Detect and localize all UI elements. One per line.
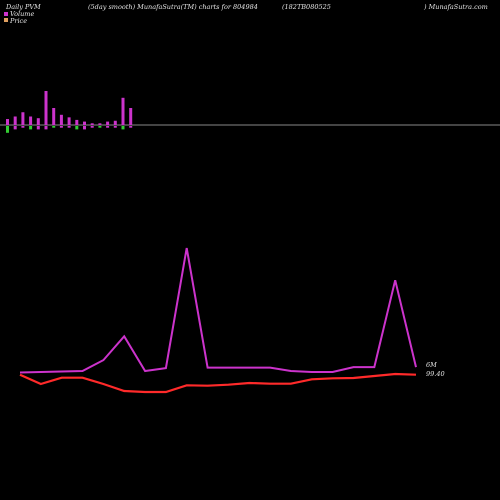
chart-title-symbol: (182TB080525 bbox=[282, 3, 331, 11]
volume-bar-up bbox=[6, 119, 9, 125]
volume-bar-up bbox=[106, 121, 110, 125]
volume-bar-up bbox=[52, 108, 56, 125]
volume-bar-down bbox=[67, 126, 71, 128]
legend: Volume Price bbox=[4, 10, 34, 25]
volume-bar-up bbox=[67, 117, 71, 125]
volume-bar-down bbox=[75, 126, 79, 130]
series-lines bbox=[19, 247, 417, 394]
chart-title-right: ) MunafaSutra.com bbox=[423, 3, 488, 11]
volume-bar-down bbox=[36, 126, 40, 130]
volume-bar-up bbox=[98, 123, 102, 125]
volume-bar-down bbox=[59, 126, 63, 128]
volume-bar-up bbox=[21, 112, 25, 125]
volume-bar-down bbox=[106, 126, 110, 128]
volume-bar-up bbox=[121, 97, 125, 125]
price-series-line bbox=[19, 372, 417, 394]
volume-bar-up bbox=[44, 91, 48, 125]
volume-end-label: 6M bbox=[426, 361, 437, 369]
volume-bar-down bbox=[52, 126, 56, 128]
volume-series-line bbox=[19, 247, 417, 374]
volume-bar-down bbox=[121, 126, 125, 130]
volume-bar-up bbox=[13, 116, 17, 125]
legend-label-volume: Volume bbox=[10, 10, 34, 18]
volume-bar-up bbox=[29, 116, 33, 125]
volume-bar-up bbox=[90, 123, 94, 125]
legend-swatch-volume bbox=[4, 12, 8, 16]
volume-bar-down bbox=[113, 126, 117, 128]
volume-bar-up bbox=[129, 108, 133, 125]
volume-bar-down bbox=[90, 126, 94, 128]
volume-bar-down bbox=[129, 126, 133, 128]
volume-bar-down bbox=[6, 126, 9, 133]
volume-bar-down bbox=[83, 126, 86, 130]
chart-title-left: Daily PVM bbox=[5, 3, 41, 11]
volume-bars bbox=[6, 91, 133, 133]
legend-label-price: Price bbox=[9, 17, 27, 25]
legend-swatch-price bbox=[4, 18, 8, 22]
chart-title-center: (5day smooth) MunafaSutra(TM) charts for… bbox=[88, 3, 258, 11]
volume-bar-down bbox=[13, 126, 17, 130]
volume-bar-down bbox=[98, 126, 102, 128]
volume-bar-up bbox=[36, 118, 40, 125]
volume-bar-down bbox=[21, 126, 25, 128]
price-end-label: 99.40 bbox=[426, 370, 445, 378]
volume-bar-up bbox=[113, 120, 117, 125]
volume-bar-up bbox=[83, 121, 86, 125]
volume-bar-up bbox=[59, 114, 63, 125]
volume-bar-up bbox=[75, 119, 79, 125]
volume-bar-down bbox=[44, 126, 48, 130]
volume-bar-down bbox=[29, 126, 33, 130]
